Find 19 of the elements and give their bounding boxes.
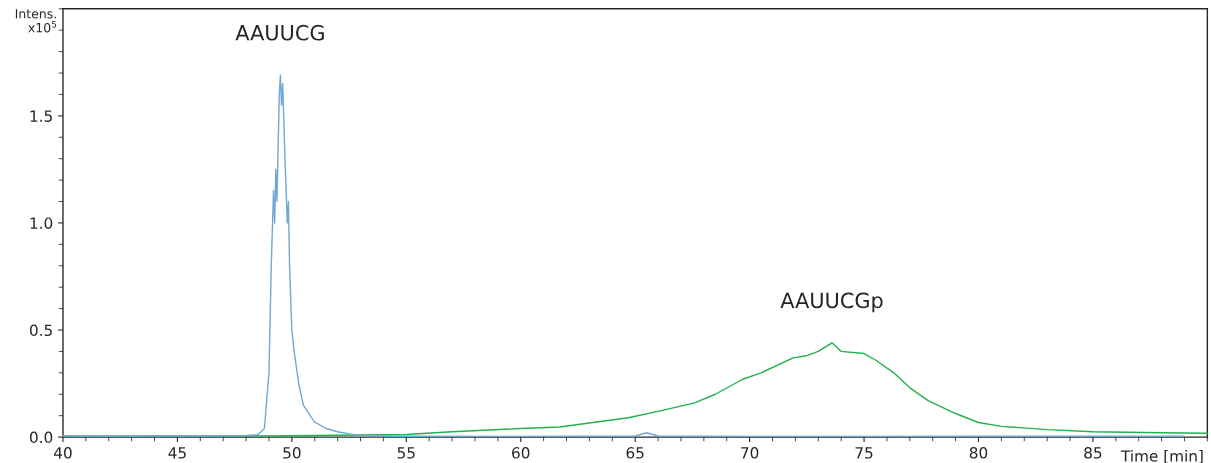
x-tick-label: 65: [626, 447, 644, 459]
x-axis-title: Time [min]: [1120, 449, 1203, 463]
y-tick-label: 0.0: [29, 431, 53, 444]
x-tick-label: 75: [855, 447, 873, 459]
x-tick-label: 60: [512, 447, 530, 459]
y-axis-title: Intens. x10$^{5}$: [15, 9, 57, 33]
x-tick-label: 85: [1084, 447, 1102, 459]
y-tick-label: 1.5: [30, 110, 52, 122]
line-series: [62, 74, 1186, 438]
y-tick-label: 1.0: [30, 217, 53, 229]
x-tick-label: 55: [397, 447, 415, 459]
x-tick-label: 50: [283, 447, 301, 459]
y-tick-label: 0.5: [29, 324, 52, 337]
x-tick-label: 80: [969, 447, 988, 459]
x-tick-label: 70: [741, 447, 759, 459]
x-tick-label: 40: [54, 447, 72, 459]
annotation: AAUUCGp: [780, 292, 883, 313]
annotation: AAUUCG: [235, 24, 324, 41]
x-tick-label: 45: [168, 447, 186, 459]
